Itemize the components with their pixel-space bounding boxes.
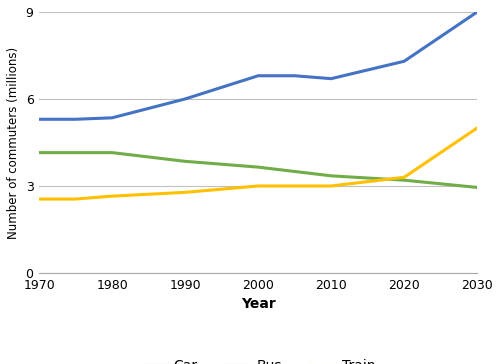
Train (328, 184, 334, 188)
Line: Bus: Bus (39, 153, 477, 187)
Bus (182, 159, 188, 163)
Car (109, 116, 115, 120)
Train (474, 126, 480, 130)
Train (292, 184, 298, 188)
Train (72, 197, 78, 201)
Car (36, 117, 42, 122)
Line: Car: Car (39, 12, 477, 119)
Car (328, 76, 334, 81)
Bus (109, 150, 115, 155)
Bus (72, 150, 78, 155)
Car (401, 59, 407, 63)
Train (401, 175, 407, 179)
Train (182, 190, 188, 194)
X-axis label: Year: Year (240, 297, 276, 311)
Car (292, 74, 298, 78)
Train (36, 197, 42, 201)
Train (255, 184, 261, 188)
Car (255, 74, 261, 78)
Train (109, 194, 115, 198)
Bus (401, 178, 407, 182)
Y-axis label: Number of commuters (millions): Number of commuters (millions) (7, 46, 20, 238)
Line: Train: Train (39, 128, 477, 199)
Bus (36, 150, 42, 155)
Bus (474, 185, 480, 190)
Bus (255, 165, 261, 169)
Car (72, 117, 78, 122)
Car (474, 10, 480, 14)
Legend: Car, Bus, Train: Car, Bus, Train (136, 353, 381, 364)
Car (182, 97, 188, 101)
Bus (328, 174, 334, 178)
Bus (292, 169, 298, 174)
